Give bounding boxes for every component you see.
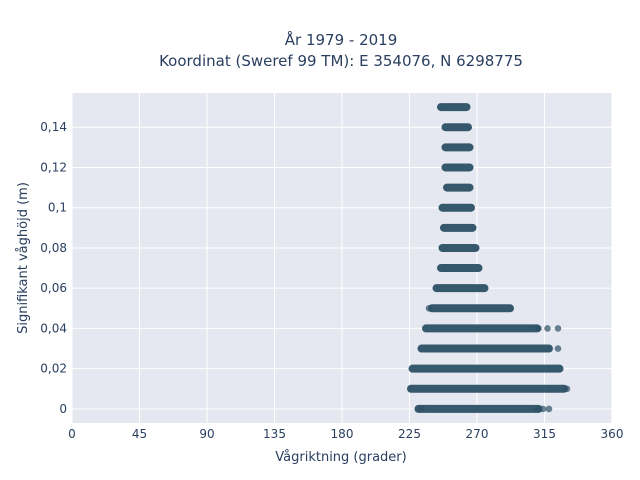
x-tick-label-5: 225 bbox=[398, 427, 421, 441]
x-tick-label-1: 45 bbox=[132, 427, 147, 441]
point-band-11 bbox=[422, 324, 541, 333]
y-tick-label-1: 0,02 bbox=[40, 362, 67, 376]
point-band-0 bbox=[437, 103, 471, 112]
x-axis-ticks: 0 45 90 135 180 225 270 315 360 bbox=[68, 427, 623, 441]
y-tick-label-2: 0,04 bbox=[40, 321, 67, 335]
point-band-12 bbox=[417, 344, 553, 353]
point-band-14 bbox=[407, 384, 568, 393]
outlier-point-6 bbox=[418, 405, 425, 413]
point-band-4 bbox=[443, 183, 474, 192]
x-tick-label-3: 135 bbox=[263, 427, 286, 441]
point-band-8 bbox=[437, 264, 483, 273]
x-tick-label-4: 180 bbox=[331, 427, 354, 441]
outlier-point-0 bbox=[425, 305, 433, 312]
x-tick-label-8: 360 bbox=[601, 427, 624, 441]
outlier-point-8 bbox=[539, 405, 547, 413]
y-tick-label-6: 0,12 bbox=[40, 160, 67, 174]
point-band-10 bbox=[428, 304, 514, 313]
point-band-5 bbox=[438, 203, 475, 212]
outlier-point-3 bbox=[554, 325, 562, 332]
outlier-point-9 bbox=[545, 405, 553, 413]
y-tick-label-0: 0 bbox=[59, 402, 67, 416]
y-tick-label-3: 0,06 bbox=[40, 281, 67, 295]
x-tick-label-0: 0 bbox=[68, 427, 76, 441]
point-band-3 bbox=[441, 163, 474, 172]
outlier-point-2 bbox=[544, 325, 551, 332]
x-tick-label-7: 315 bbox=[533, 427, 556, 441]
point-band-13 bbox=[408, 364, 564, 373]
y-tick-label-5: 0,1 bbox=[48, 201, 67, 215]
y-axis-ticks: 0 0,02 0,04 0,06 0,08 0,1 0,12 0,14 bbox=[40, 120, 67, 416]
y-axis-label: Signifikant våghöjd (m) bbox=[16, 182, 31, 334]
x-axis-label: Vågriktning (grader) bbox=[275, 450, 406, 465]
y-tick-label-4: 0,08 bbox=[40, 241, 67, 255]
point-band-6 bbox=[440, 223, 477, 232]
point-band-2 bbox=[441, 143, 474, 152]
point-band-7 bbox=[438, 243, 480, 252]
outlier-point-7 bbox=[533, 405, 541, 413]
chart-title-line2: Koordinat (Sweref 99 TM): E 354076, N 62… bbox=[159, 52, 523, 70]
x-tick-label-2: 90 bbox=[199, 427, 214, 441]
outlier-point-5 bbox=[563, 385, 571, 393]
x-tick-label-6: 270 bbox=[466, 427, 489, 441]
data-points bbox=[407, 103, 571, 413]
point-band-1 bbox=[441, 123, 472, 132]
point-band-15 bbox=[414, 404, 543, 413]
point-band-9 bbox=[432, 284, 489, 293]
outlier-point-4 bbox=[554, 345, 562, 352]
y-tick-label-7: 0,14 bbox=[40, 120, 67, 134]
chart-title-line1: År 1979 - 2019 bbox=[285, 30, 398, 49]
outlier-point-1 bbox=[535, 325, 542, 332]
